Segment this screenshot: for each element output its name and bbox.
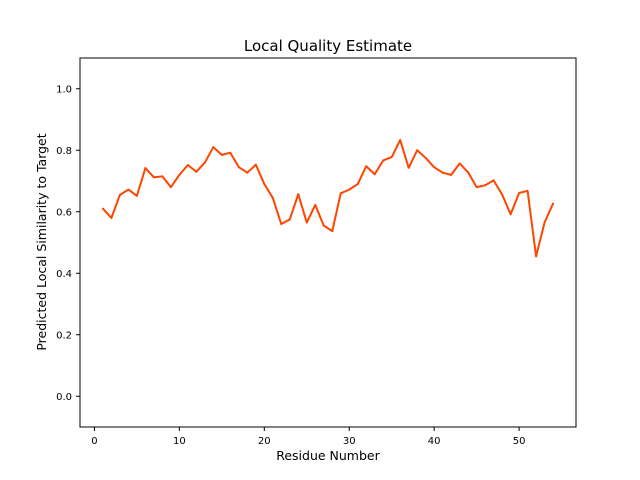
y-tick-label: 0.6 bbox=[56, 207, 72, 218]
data-point bbox=[212, 146, 215, 149]
x-axis: 0 10 20 30 40 50 bbox=[91, 427, 525, 447]
x-axis-label: Residue Number bbox=[276, 448, 380, 463]
data-point bbox=[458, 162, 461, 165]
data-point bbox=[348, 188, 351, 191]
data-point bbox=[518, 191, 521, 194]
data-point bbox=[399, 139, 402, 142]
data-point bbox=[144, 167, 147, 170]
y-tick-label: 0.4 bbox=[56, 269, 72, 280]
y-tick-label: 1.0 bbox=[56, 84, 72, 95]
data-point bbox=[407, 166, 410, 169]
data-point bbox=[322, 224, 325, 227]
data-point bbox=[101, 207, 104, 210]
data-point bbox=[467, 171, 470, 174]
data-point bbox=[535, 255, 538, 258]
data-point bbox=[246, 171, 249, 174]
data-point bbox=[263, 183, 266, 186]
data-point bbox=[373, 173, 376, 176]
y-axis: 0.0 0.2 0.4 0.6 0.8 1.0 bbox=[56, 84, 80, 403]
data-point bbox=[127, 188, 130, 191]
data-point bbox=[433, 166, 436, 169]
data-point bbox=[135, 194, 138, 197]
data-point bbox=[203, 161, 206, 164]
data-point bbox=[237, 166, 240, 169]
data-point bbox=[356, 183, 359, 186]
data-point bbox=[152, 176, 155, 179]
plot-area bbox=[101, 139, 555, 258]
data-point bbox=[450, 173, 453, 176]
data-point bbox=[186, 164, 189, 167]
data-point bbox=[382, 159, 385, 162]
data-point bbox=[178, 173, 181, 176]
data-point bbox=[110, 216, 113, 219]
data-point bbox=[526, 189, 529, 192]
data-point bbox=[509, 213, 512, 216]
data-point bbox=[305, 221, 308, 224]
x-tick-label: 20 bbox=[258, 436, 271, 447]
data-point bbox=[501, 193, 504, 196]
data-point bbox=[220, 153, 223, 156]
data-point bbox=[161, 175, 164, 178]
data-point bbox=[441, 171, 444, 174]
data-point bbox=[339, 192, 342, 195]
series-line bbox=[102, 139, 554, 258]
data-point bbox=[229, 151, 232, 154]
data-point bbox=[390, 156, 393, 159]
plot-frame bbox=[79, 57, 577, 428]
data-point bbox=[424, 156, 427, 159]
x-tick-label: 10 bbox=[173, 436, 186, 447]
y-tick-label: 0.0 bbox=[56, 392, 72, 403]
y-axis-label: Predicted Local Similarity to Target bbox=[34, 133, 49, 350]
data-point bbox=[280, 223, 283, 226]
x-tick-label: 50 bbox=[513, 436, 526, 447]
data-point bbox=[118, 193, 121, 196]
y-tick-label: 0.2 bbox=[56, 330, 72, 341]
data-point bbox=[331, 230, 334, 233]
x-tick-label: 0 bbox=[91, 436, 97, 447]
data-point bbox=[365, 165, 368, 168]
y-tick-label: 0.8 bbox=[56, 146, 72, 157]
data-point bbox=[169, 186, 172, 189]
data-point bbox=[552, 202, 555, 205]
chart-title: Local Quality Estimate bbox=[244, 37, 412, 55]
data-point bbox=[484, 184, 487, 187]
data-point bbox=[416, 149, 419, 152]
data-point bbox=[475, 186, 478, 189]
data-point bbox=[254, 163, 257, 166]
data-point bbox=[297, 193, 300, 196]
data-point bbox=[271, 196, 274, 199]
data-point bbox=[314, 203, 317, 206]
x-tick-label: 30 bbox=[343, 436, 356, 447]
data-point bbox=[288, 218, 291, 221]
data-point bbox=[543, 221, 546, 224]
x-tick-label: 40 bbox=[428, 436, 441, 447]
data-point bbox=[492, 179, 495, 182]
data-point bbox=[195, 170, 198, 173]
